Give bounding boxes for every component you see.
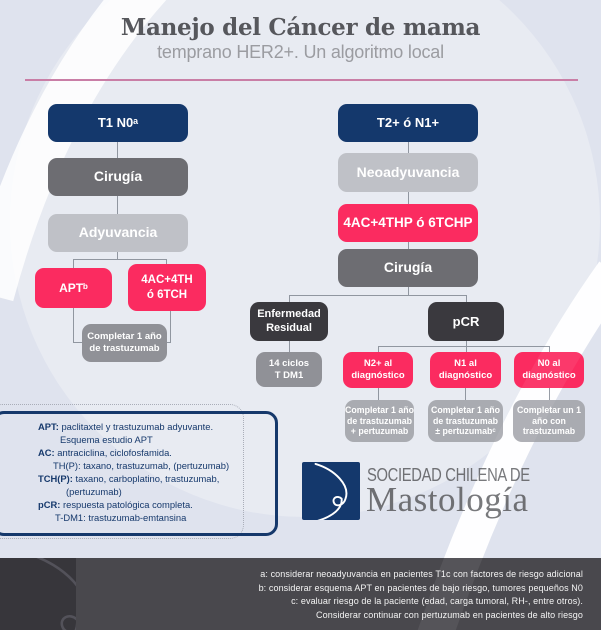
definition-text: TH(P): taxano, trastuzumab, (pertuzumab) [53,460,230,471]
node-4ac-4th: 4AC+4TH ó 6TCH [128,264,206,311]
definition-text: antraciclina, ciclofosfamida. [54,447,172,458]
society-logo-mark [302,462,360,522]
connector [408,142,409,153]
node-n2-diagnostico: N2+ al diagnóstico [343,352,413,388]
node-cirugia-left: Cirugía [48,158,188,196]
connector [73,259,74,268]
connector [166,342,171,343]
node-4ac-4thp: 4AC+4THP ó 6TCHP [338,204,478,242]
node-completar-n1: Completar 1 año de trastuzumab ± pertuzu… [428,400,503,442]
node-neoadyuvancia: Neoadyuvancia [338,153,478,192]
connector [117,196,118,214]
connector [378,388,379,400]
definition-term: pCR: [38,499,61,510]
definition-term: AC: [38,447,55,458]
connector [408,287,409,295]
node-pcr: pCR [428,302,504,341]
definition-line: T-DM1: trastuzumab-emtansina [55,511,275,524]
definitions-dotted-frame [0,404,244,539]
node-apt: APTᵇ [35,268,112,308]
node-t2-n1: T2+ ó N1+ [338,104,478,142]
definition-text: taxano, carboplatino, trastuzumab, [72,473,220,484]
definition-line: TH(P): taxano, trastuzumab, (pertuzumab) [53,459,275,472]
definition-line: Esquema estudio APT [60,433,275,446]
page-title: Manejo del Cáncer de mama [120,14,481,41]
node-n1-diagnostico: N1 al diagnóstico [430,352,501,388]
definition-line: AC: antraciclina, ciclofosfamida. [38,446,275,459]
definition-line: pCR: respuesta patológica completa. [38,498,275,511]
footnote-c2: Considerar continuar con pertuzumab en p… [316,609,583,620]
connector [378,346,379,352]
connector [73,308,74,343]
society-name-main: Mastología [366,480,529,519]
connector [408,242,409,249]
definition-line: TCH(P): taxano, carboplatino, trastuzuma… [38,472,275,485]
node-completar-trastuzumab: Completar 1 año de trastuzumab [82,324,167,362]
connector [73,342,83,343]
breast-outline-icon [36,558,76,630]
connector [289,295,290,302]
society-name-top: SOCIEDAD CHILENA DE [367,465,530,485]
node-t1-n0: T1 N0ᵃ [48,104,188,142]
footnote-a: a: considerar neoadyuvancia en pacientes… [260,569,583,579]
footnote-b: b: considerar esquema APT en pacientes d… [258,582,583,593]
connector [465,388,466,400]
connector [549,346,550,352]
footnote-c: c: evaluar riesgo de la paciente (edad, … [291,596,583,606]
connector [466,295,467,302]
definition-text: respuesta patológica completa. [60,499,193,510]
node-n0-diagnostico: N0 al diagnóstico [514,352,584,388]
connector [289,341,290,352]
connector [166,259,167,265]
header-divider [25,79,578,81]
definition-line: (pertuzumab) [66,485,275,498]
definition-text: paclitaxtel y trastuzumab adyuvante. [58,421,214,432]
connector [117,252,118,260]
connector [73,259,167,260]
node-cirugia-right: Cirugía [338,249,478,287]
footer-logo-square [0,558,76,630]
connector [170,311,171,343]
node-enfermedad-residual: Enfermedad Residual [250,302,328,341]
footer: a: considerar neoadyuvancia en pacientes… [0,558,601,630]
node-completar-n2: Completar 1 año de trastuzumab + pertuzu… [345,400,414,442]
definition-line: APT: paclitaxtel y trastuzumab adyuvante… [38,420,275,433]
page-subtitle: temprano HER2+. Un algoritmo local [157,42,444,62]
definition-term: APT: [38,421,59,432]
definition-text: Esquema estudio APT [60,434,153,445]
breast-outline-icon [314,462,348,522]
connector [408,192,409,204]
connector [549,388,550,400]
connector [289,295,466,296]
node-14-ciclos-tdm1: 14 ciclos T DM1 [256,352,322,387]
node-completar-n0: Completar un 1 año con trastuzumab [513,400,585,442]
connector [378,346,549,347]
footnotes: a: considerar neoadyuvancia en pacientes… [259,568,583,622]
definition-text: (pertuzumab) [66,486,122,497]
definition-text: T-DM1: trastuzumab-emtansina [55,512,187,523]
definitions-panel: APT: paclitaxtel y trastuzumab adyuvante… [0,411,278,536]
node-adyuvancia: Adyuvancia [48,214,188,252]
connector [117,142,118,158]
definition-term: TCH(P): [38,473,73,484]
